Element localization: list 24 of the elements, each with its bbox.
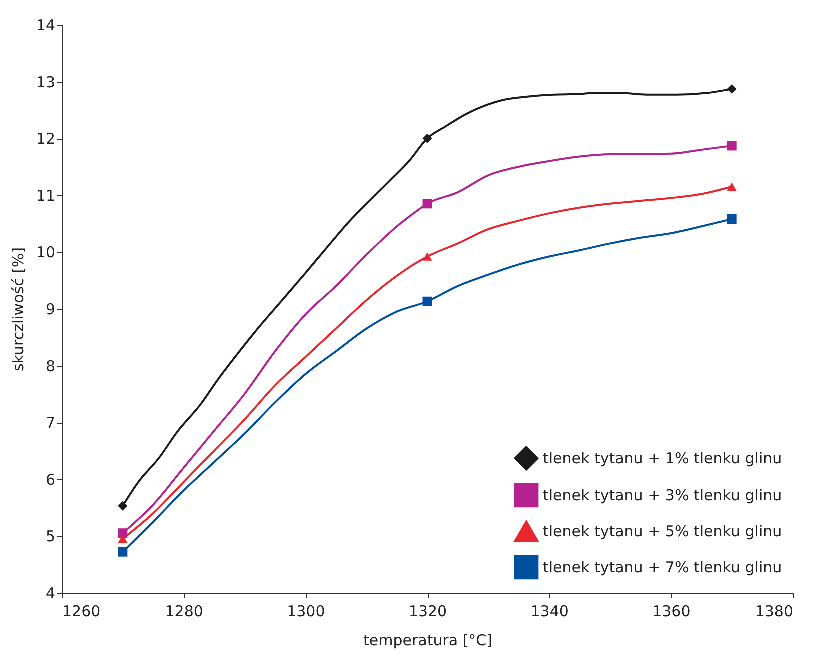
- y-tick-label: 10: [36, 244, 56, 262]
- legend-label: tlenek tytanu + 5% tlenku glinu: [543, 522, 782, 540]
- y-tick-label: 14: [36, 16, 56, 34]
- x-tick-label: 1300: [287, 602, 326, 620]
- y-tick-label: 7: [46, 414, 56, 432]
- x-tick-label: 1280: [165, 602, 204, 620]
- legend-label: tlenek tytanu + 7% tlenku glinu: [543, 558, 782, 576]
- legend-label: tlenek tytanu + 3% tlenku glinu: [543, 486, 782, 504]
- x-tick-label: 1260: [62, 602, 101, 620]
- x-tick-label: 1340: [530, 602, 569, 620]
- x-tick-label: 1320: [408, 602, 448, 620]
- y-tick-label: 13: [36, 73, 56, 92]
- y-tick-label: 11: [36, 186, 56, 205]
- y-tick-label: 8: [46, 357, 56, 376]
- y-tick-label: 12: [36, 130, 56, 148]
- x-axis-title: temperatura [°C]: [363, 632, 493, 650]
- x-tick-label: 1360: [652, 602, 691, 620]
- y-tick-label: 4: [46, 584, 56, 602]
- y-tick-label: 5: [46, 528, 56, 546]
- legend-label: tlenek tytanu + 1% tlenku glinu: [543, 450, 782, 468]
- y-tick-label: 9: [46, 300, 56, 318]
- y-tick-label: 6: [46, 470, 56, 489]
- x-tick-label: 1380: [755, 602, 794, 620]
- y-axis-title: skurczliwość [%]: [9, 247, 28, 372]
